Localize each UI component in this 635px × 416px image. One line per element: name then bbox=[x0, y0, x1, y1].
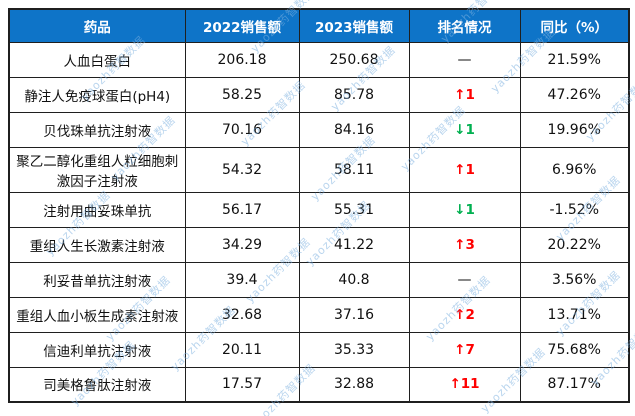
table-header: 药品 2022销售额 2023销售额 排名情况 同比（%） bbox=[8, 8, 630, 43]
yoy-cell: 20.22% bbox=[519, 226, 630, 263]
sales-2022-cell: 58.25 bbox=[184, 76, 300, 113]
drug-name-cell: 信迪利单抗注射液 bbox=[8, 331, 186, 368]
sales-2022-cell: 39.4 bbox=[184, 261, 300, 298]
yoy-cell: 3.56% bbox=[519, 261, 630, 298]
sales-2022-cell: 32.68 bbox=[184, 296, 300, 333]
sales-2023-cell: 35.33 bbox=[298, 331, 410, 368]
table-row: 静注人免疫球蛋白(pH4) 58.25 85.78 ↑1 47.26% bbox=[8, 76, 630, 113]
drug-sales-table: 药品 2022销售额 2023销售额 排名情况 同比（%） 人血白蛋白 206.18 250… bbox=[8, 8, 630, 403]
rank-change-cell: ↓1 bbox=[408, 191, 521, 228]
rank-change-cell: ↑11 bbox=[408, 366, 521, 403]
rank-change-cell: ↑2 bbox=[408, 296, 521, 333]
yoy-cell: 13.71% bbox=[519, 296, 630, 333]
yoy-cell: 75.68% bbox=[519, 331, 630, 368]
header-col-sales-2022: 2022销售额 bbox=[184, 8, 300, 43]
header-row: 药品 2022销售额 2023销售额 排名情况 同比（%） bbox=[8, 8, 630, 43]
rank-change-cell: — bbox=[408, 261, 521, 298]
table-body: 人血白蛋白 206.18 250.68—21.59% 静注人免疫球蛋白(pH4) 58.… bbox=[8, 41, 630, 403]
drug-name-cell: 利妥昔单抗注射液 bbox=[8, 261, 186, 298]
yoy-cell: 87.17% bbox=[519, 366, 630, 403]
sales-2023-cell: 37.16 bbox=[298, 296, 410, 333]
drug-name-cell: 重组人血小板生成素注射液 bbox=[8, 296, 186, 333]
sales-2022-cell: 17.57 bbox=[184, 366, 300, 403]
header-col-yoy: 同比（%） bbox=[519, 8, 630, 43]
rank-change-cell: ↑3 bbox=[408, 226, 521, 263]
table-row: 贝伐珠单抗注射液 70.16 84.16 ↓1 19.96% bbox=[8, 111, 630, 148]
yoy-cell: 19.96% bbox=[519, 111, 630, 148]
header-col-drug: 药品 bbox=[8, 8, 186, 43]
sales-2023-cell: 40.8 bbox=[298, 261, 410, 298]
sales-2023-cell: 55.31 bbox=[298, 191, 410, 228]
drug-name-cell: 静注人免疫球蛋白(pH4) bbox=[8, 76, 186, 113]
table-row: 聚乙二醇化重组人粒细胞刺激因子注射液 54.32 58.11 ↑1 6.96% bbox=[8, 146, 630, 193]
header-col-rank: 排名情况 bbox=[408, 8, 521, 43]
sales-2022-cell: 54.32 bbox=[184, 146, 300, 193]
table-row: 司美格鲁肽注射液 17.57 32.88 ↑11 87.17% bbox=[8, 366, 630, 403]
rank-change-cell: ↑1 bbox=[408, 146, 521, 193]
yoy-cell: -1.52% bbox=[519, 191, 630, 228]
sales-2022-cell: 206.18 bbox=[184, 41, 300, 78]
sales-2023-cell: 84.16 bbox=[298, 111, 410, 148]
sales-2023-cell: 250.68 bbox=[298, 41, 410, 78]
sales-2023-cell: 85.78 bbox=[298, 76, 410, 113]
header-col-sales-2023: 2023销售额 bbox=[298, 8, 410, 43]
sales-2022-cell: 20.11 bbox=[184, 331, 300, 368]
sales-2023-cell: 32.88 bbox=[298, 366, 410, 403]
drug-name-cell: 重组人生长激素注射液 bbox=[8, 226, 186, 263]
table-row: 信迪利单抗注射液 20.11 35.33 ↑7 75.68% bbox=[8, 331, 630, 368]
drug-name-cell: 贝伐珠单抗注射液 bbox=[8, 111, 186, 148]
drug-name-cell: 人血白蛋白 bbox=[8, 41, 186, 78]
rank-change-cell: — bbox=[408, 41, 521, 78]
table-row: 重组人血小板生成素注射液 32.68 37.16 ↑2 13.71% bbox=[8, 296, 630, 333]
yoy-cell: 6.96% bbox=[519, 146, 630, 193]
table-row: 重组人生长激素注射液 34.29 41.22 ↑3 20.22% bbox=[8, 226, 630, 263]
sales-2022-cell: 70.16 bbox=[184, 111, 300, 148]
sales-2022-cell: 56.17 bbox=[184, 191, 300, 228]
table-row: 利妥昔单抗注射液 39.4 40.8—3.56% bbox=[8, 261, 630, 298]
drug-name-cell: 司美格鲁肽注射液 bbox=[8, 366, 186, 403]
yoy-cell: 21.59% bbox=[519, 41, 630, 78]
drug-name-cell: 聚乙二醇化重组人粒细胞刺激因子注射液 bbox=[8, 146, 186, 193]
sales-2022-cell: 34.29 bbox=[184, 226, 300, 263]
drug-name-cell: 注射用曲妥珠单抗 bbox=[8, 191, 186, 228]
sales-2023-cell: 41.22 bbox=[298, 226, 410, 263]
yoy-cell: 47.26% bbox=[519, 76, 630, 113]
rank-change-cell: ↓1 bbox=[408, 111, 521, 148]
rank-change-cell: ↑1 bbox=[408, 76, 521, 113]
table-row: 注射用曲妥珠单抗 56.17 55.31 ↓1 -1.52% bbox=[8, 191, 630, 228]
sales-2023-cell: 58.11 bbox=[298, 146, 410, 193]
table-row: 人血白蛋白 206.18 250.68—21.59% bbox=[8, 41, 630, 78]
rank-change-cell: ↑7 bbox=[408, 331, 521, 368]
